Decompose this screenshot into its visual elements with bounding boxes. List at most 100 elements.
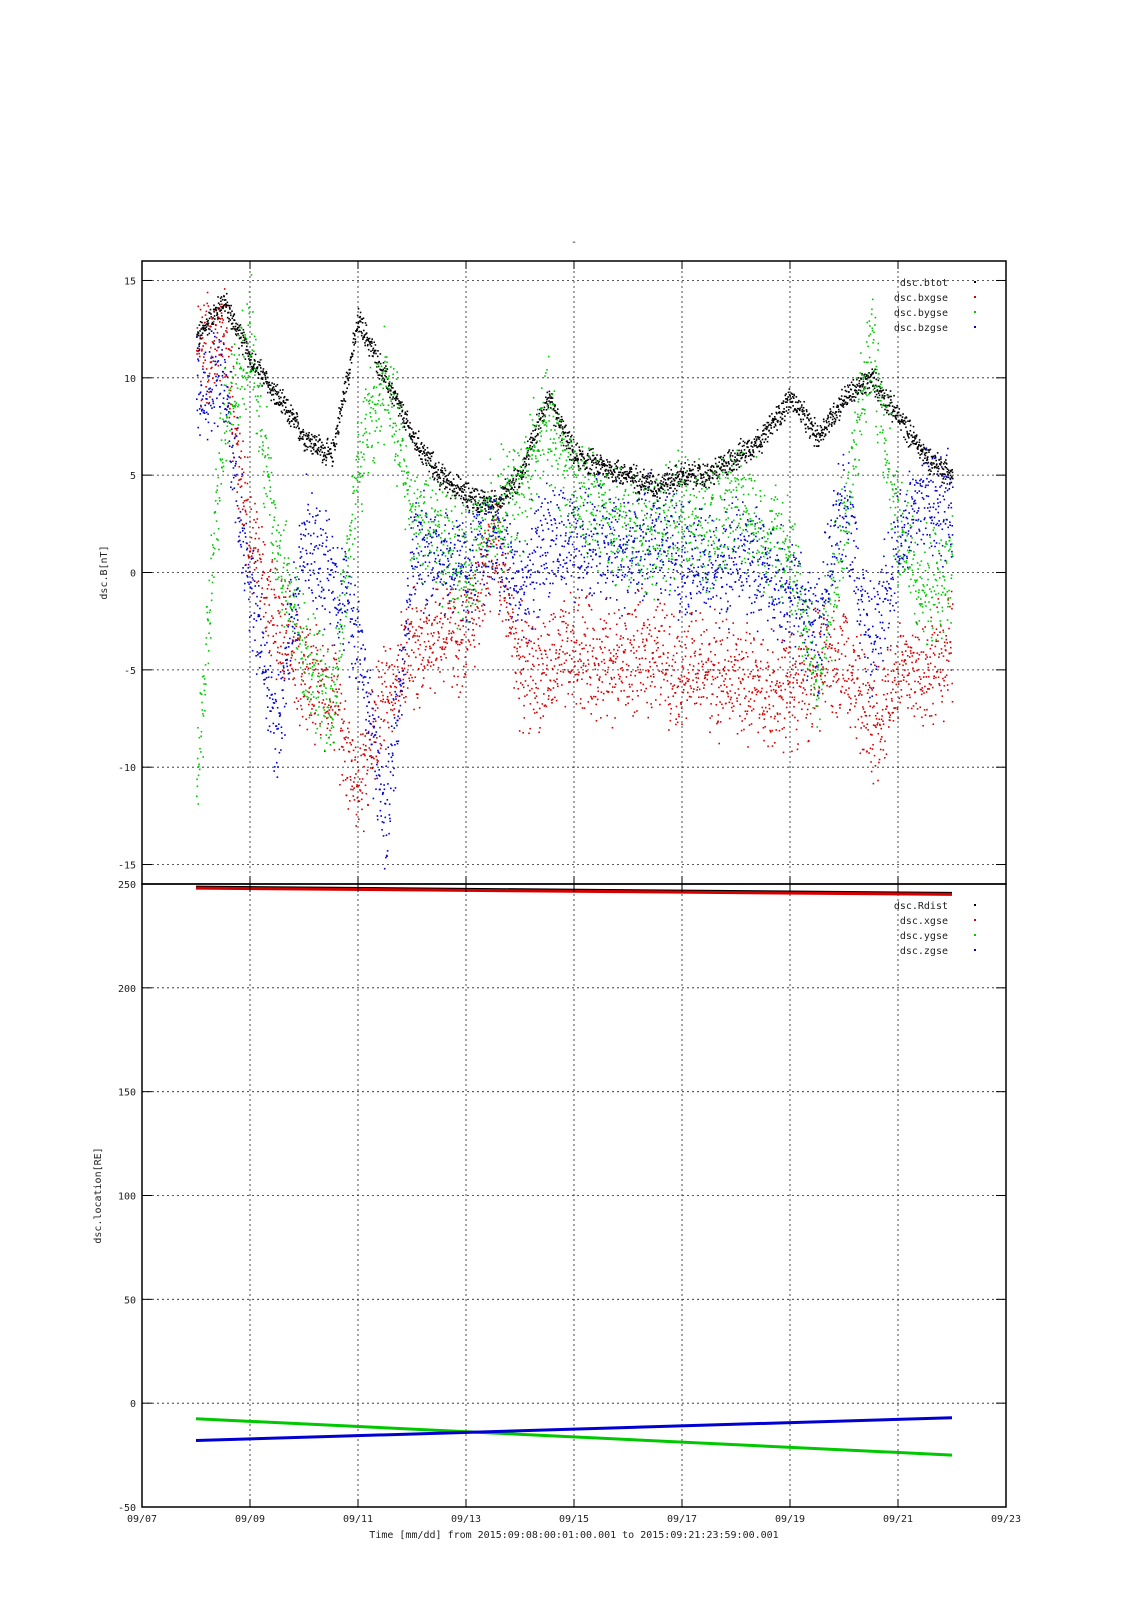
data-point [785,398,787,400]
data-point [324,703,326,705]
data-point [862,393,864,395]
data-point [219,304,221,306]
data-point [853,396,855,398]
data-point [535,683,537,685]
data-point [396,398,398,400]
data-point [845,689,847,691]
data-point [754,689,756,691]
data-point [597,691,599,693]
data-point [394,666,396,668]
data-point [309,714,311,716]
data-point [732,450,734,452]
data-point [806,409,808,411]
data-point [443,478,445,480]
data-point [468,639,470,641]
data-point [306,636,308,638]
data-point [837,651,839,653]
data-point [769,675,771,677]
data-point [943,482,945,484]
data-point [574,642,576,644]
data-point [368,731,370,733]
data-point [850,395,852,397]
data-point [786,647,788,649]
data-point [444,616,446,618]
data-point [419,654,421,656]
data-point [663,481,665,483]
data-point [733,705,735,707]
data-point [326,669,328,671]
data-point [412,680,414,682]
data-point [863,725,865,727]
data-point [694,655,696,657]
data-point [567,641,569,643]
data-point [743,441,745,443]
data-point [881,719,883,721]
data-point [781,402,783,404]
data-point [461,495,463,497]
data-point [286,412,288,414]
data-point [636,465,638,467]
data-point [400,611,402,613]
data-point [657,642,659,644]
data-point [225,299,227,301]
data-point [208,322,210,324]
data-point [736,469,738,471]
data-point [737,660,739,662]
data-point [693,688,695,690]
data-point [397,666,399,668]
data-point [478,592,480,594]
data-point [755,445,757,447]
data-point [393,714,395,716]
data-point [342,746,344,748]
data-point [454,599,456,601]
data-point [272,617,274,619]
data-point [439,489,441,491]
data-point [686,699,688,701]
data-point [435,463,437,465]
data-point [655,482,657,484]
data-point [659,631,661,633]
data-point [266,373,268,375]
data-point [883,398,885,400]
data-point [930,462,932,464]
data-point [641,481,643,483]
data-point [859,752,861,754]
data-point [452,631,454,633]
data-point [476,509,478,511]
data-point [622,661,624,663]
data-point [562,610,564,612]
data-point [214,348,216,350]
data-point [318,449,320,451]
data-point [614,463,616,465]
data-point [880,404,882,406]
data-point [757,675,759,677]
data-point [376,666,378,668]
data-point [708,487,710,489]
data-point [841,653,843,655]
data-point [814,708,816,710]
data-point [458,495,460,497]
data-point [417,697,419,699]
data-point [865,727,867,729]
data-point [206,318,208,320]
data-point [258,527,260,529]
data-point [652,491,654,493]
data-point [831,644,833,646]
data-point [647,476,649,478]
data-point [311,439,313,441]
data-point [633,635,635,637]
data-point [291,420,293,422]
data-point [320,449,322,451]
data-point [323,699,325,701]
data-point [663,679,665,681]
data-point [253,519,255,521]
data-point [809,435,811,437]
data-point [462,639,464,641]
data-point [681,484,683,486]
data-point [751,723,753,725]
data-point [910,444,912,446]
data-point [213,310,215,312]
data-point [336,663,338,665]
data-point [732,455,734,457]
data-point [872,373,874,375]
